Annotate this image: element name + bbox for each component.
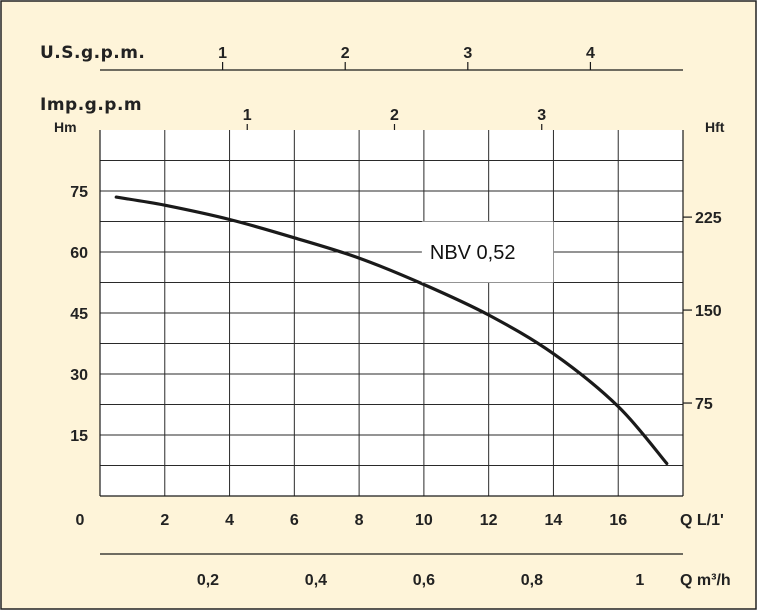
x-axis-label: Q L/1'	[680, 512, 724, 529]
x-tick-label: 6	[290, 512, 299, 529]
m3h-tick-label: 0,8	[521, 572, 543, 589]
x-tick-label: 8	[355, 512, 364, 529]
right-tick-label: 150	[695, 303, 722, 320]
m3h-tick-label: 0,6	[413, 572, 435, 589]
us-gpm-axis-label: U.S.g.p.m.	[40, 43, 145, 63]
m3h-tick-label: 0,4	[305, 572, 327, 589]
m3h-tick-label: 1	[635, 572, 644, 589]
m3h-tick-label: 0,2	[197, 572, 219, 589]
y-tick-label: 75	[70, 184, 88, 201]
imp-gpm-tick-label: 1	[243, 107, 252, 124]
grid	[100, 130, 683, 496]
x-tick-label: 10	[415, 512, 433, 529]
series: NBV 0,52	[114, 195, 669, 466]
imp-gpm-tick-label: 3	[537, 107, 546, 124]
right-tick-label: 75	[695, 396, 713, 413]
y-tick-label: 60	[70, 245, 88, 262]
series-line	[114, 195, 669, 466]
y-tick-label: 15	[70, 428, 88, 445]
x-tick-label: 0	[76, 512, 85, 529]
right-tick-label: 225	[695, 210, 722, 227]
right-axis-label: Hft	[705, 119, 725, 135]
us-gpm-tick-label: 1	[218, 45, 227, 62]
x-tick-label: 14	[545, 512, 563, 529]
imp-gpm-axis-label: Imp.g.p.m	[40, 95, 142, 115]
y-tick-label: 45	[70, 306, 88, 323]
us-gpm-tick-label: 4	[586, 45, 595, 62]
series-label: NBV 0,52	[430, 242, 516, 264]
x-tick-label: 16	[609, 512, 627, 529]
us-gpm-tick-label: 2	[341, 45, 350, 62]
m3h-axis-label: Q m³/h	[680, 572, 731, 589]
series-label-bg	[421, 221, 554, 283]
imp-gpm-tick-label: 2	[390, 107, 399, 124]
us-gpm-tick-label: 3	[463, 45, 472, 62]
y-tick-label: 30	[70, 367, 88, 384]
x-tick-label: 2	[160, 512, 169, 529]
x-tick-label: 4	[225, 512, 234, 529]
y-axis-label: Hm	[54, 119, 77, 135]
x-tick-label: 12	[480, 512, 498, 529]
